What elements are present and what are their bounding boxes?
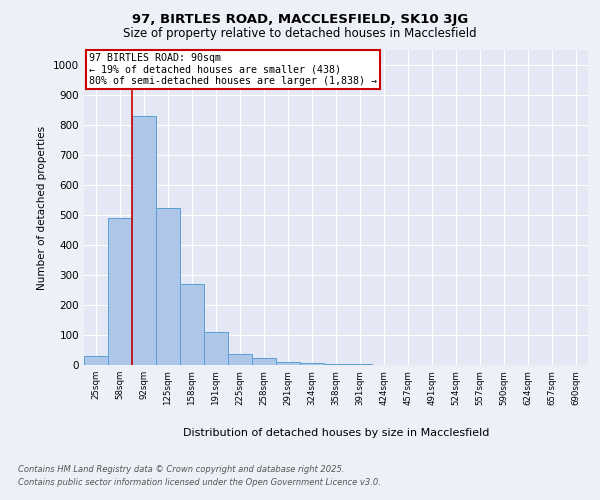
Text: Contains public sector information licensed under the Open Government Licence v3: Contains public sector information licen… bbox=[18, 478, 381, 487]
Text: Contains HM Land Registry data © Crown copyright and database right 2025.: Contains HM Land Registry data © Crown c… bbox=[18, 466, 344, 474]
Text: Size of property relative to detached houses in Macclesfield: Size of property relative to detached ho… bbox=[123, 28, 477, 40]
Text: 97, BIRTLES ROAD, MACCLESFIELD, SK10 3JG: 97, BIRTLES ROAD, MACCLESFIELD, SK10 3JG bbox=[132, 12, 468, 26]
Bar bbox=[276, 362, 300, 365]
Text: 97 BIRTLES ROAD: 90sqm
← 19% of detached houses are smaller (438)
80% of semi-de: 97 BIRTLES ROAD: 90sqm ← 19% of detached… bbox=[89, 53, 377, 86]
Bar bbox=[84, 356, 108, 365]
Bar bbox=[252, 358, 276, 365]
Bar bbox=[204, 332, 228, 365]
Bar bbox=[348, 364, 372, 365]
Bar bbox=[300, 362, 324, 365]
Bar bbox=[180, 284, 204, 365]
Bar bbox=[156, 208, 180, 365]
Bar bbox=[132, 116, 156, 365]
Bar bbox=[228, 354, 252, 365]
Bar bbox=[108, 218, 132, 365]
Text: Distribution of detached houses by size in Macclesfield: Distribution of detached houses by size … bbox=[183, 428, 489, 438]
Bar bbox=[324, 364, 348, 365]
Y-axis label: Number of detached properties: Number of detached properties bbox=[37, 126, 47, 290]
